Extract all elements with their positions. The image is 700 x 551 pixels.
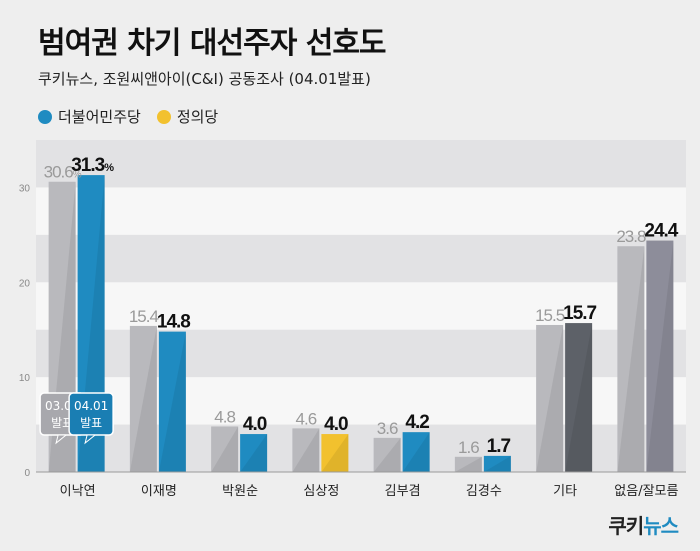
value-label-curr: 31.3% xyxy=(71,155,114,176)
legend-swatch-justice xyxy=(156,109,171,124)
bar-prev xyxy=(373,437,401,472)
bar-prev xyxy=(292,428,320,472)
bar-prev-shade xyxy=(617,246,645,472)
bar-curr xyxy=(646,240,674,472)
x-tick-label: 기타 xyxy=(553,484,577,499)
value-label-prev: 1.6 xyxy=(458,438,479,457)
value-label-prev: 4.8 xyxy=(214,407,235,426)
bar-curr xyxy=(240,434,268,472)
value-label-prev: 4.6 xyxy=(296,409,317,428)
bar-prev xyxy=(617,246,645,472)
bar-prev-shade xyxy=(454,456,482,472)
value-label-curr: 4.0 xyxy=(324,414,348,435)
bar-curr-shade xyxy=(646,240,674,472)
bar-curr-shade xyxy=(321,434,349,472)
bar-prev xyxy=(129,325,157,472)
value-label-curr: 4.0 xyxy=(243,414,267,435)
bar-curr xyxy=(158,331,186,472)
bar-curr xyxy=(483,455,511,472)
bar-curr-shade xyxy=(158,331,186,472)
callout-curr-text: 04.01 xyxy=(74,399,108,413)
legend: 더불어민주당 정의당 xyxy=(38,106,218,127)
callout-curr-tail xyxy=(84,434,97,445)
y-tick-label: 10 xyxy=(19,373,31,384)
value-label-curr: 15.7 xyxy=(563,303,596,324)
x-tick-label: 이낙연 xyxy=(60,484,96,499)
y-tick-label: 20 xyxy=(19,278,31,289)
callout-prev-text: 발표 xyxy=(51,416,73,430)
value-label-prev: 3.6 xyxy=(377,419,398,438)
bar-prev-shade xyxy=(292,428,320,472)
x-tick-label: 없음/잘모름 xyxy=(614,484,678,499)
bar-prev xyxy=(211,426,239,472)
bar-prev-shade xyxy=(211,426,239,472)
callout-curr-text: 발표 xyxy=(80,416,102,430)
bar-curr-shade xyxy=(565,323,593,472)
bar-prev xyxy=(536,324,564,472)
x-tick-label: 박원순 xyxy=(222,484,258,499)
bar-prev-shade xyxy=(373,437,401,472)
legend-swatch-democratic xyxy=(38,109,52,124)
brand-part2: 뉴스 xyxy=(643,514,679,538)
value-label-curr: 1.7 xyxy=(487,436,511,457)
bar-prev-shade xyxy=(536,324,564,472)
value-label-curr: 4.2 xyxy=(405,412,429,433)
x-tick-label: 김경수 xyxy=(466,484,502,499)
legend-label-democratic: 더불어민주당 xyxy=(58,108,141,126)
bar-curr-shade xyxy=(402,432,430,472)
value-label-curr: 14.8 xyxy=(157,312,190,333)
bar-prev xyxy=(454,456,482,472)
bar-curr xyxy=(402,432,430,472)
bar-curr xyxy=(565,323,593,472)
x-tick-label: 이재명 xyxy=(141,484,177,499)
bar-prev-shade xyxy=(129,325,157,472)
callout-prev-tail xyxy=(55,434,68,445)
x-tick-label: 김부겸 xyxy=(385,484,421,499)
y-tick-label: 0 xyxy=(24,468,30,479)
brand-logo: 쿠키뉴스 xyxy=(608,510,679,539)
legend-label-justice: 정의당 xyxy=(176,108,219,126)
bar-curr xyxy=(321,434,349,472)
legend-item-democratic: 더불어민주당 xyxy=(38,106,141,127)
y-tick-label: 30 xyxy=(19,183,31,194)
bar-curr-shade xyxy=(240,434,268,472)
chart-title: 범여권 차기 대선주자 선호도 xyxy=(38,26,387,61)
legend-item-justice: 정의당 xyxy=(156,106,219,127)
value-label-prev: 15.5 xyxy=(535,306,565,325)
value-label-prev: 15.4 xyxy=(129,307,159,326)
x-tick-label: 심상정 xyxy=(303,484,339,499)
chart-subtitle: 쿠키뉴스, 조원씨앤아이(C&I) 공동조사 (04.01발표) xyxy=(38,70,371,88)
bar-curr-shade xyxy=(483,455,511,472)
value-label-prev: 23.8 xyxy=(616,227,646,246)
value-label-curr: 24.4 xyxy=(644,221,678,242)
grid-band xyxy=(36,140,686,188)
grid-band xyxy=(36,234,686,283)
brand-part1: 쿠키 xyxy=(608,514,644,538)
